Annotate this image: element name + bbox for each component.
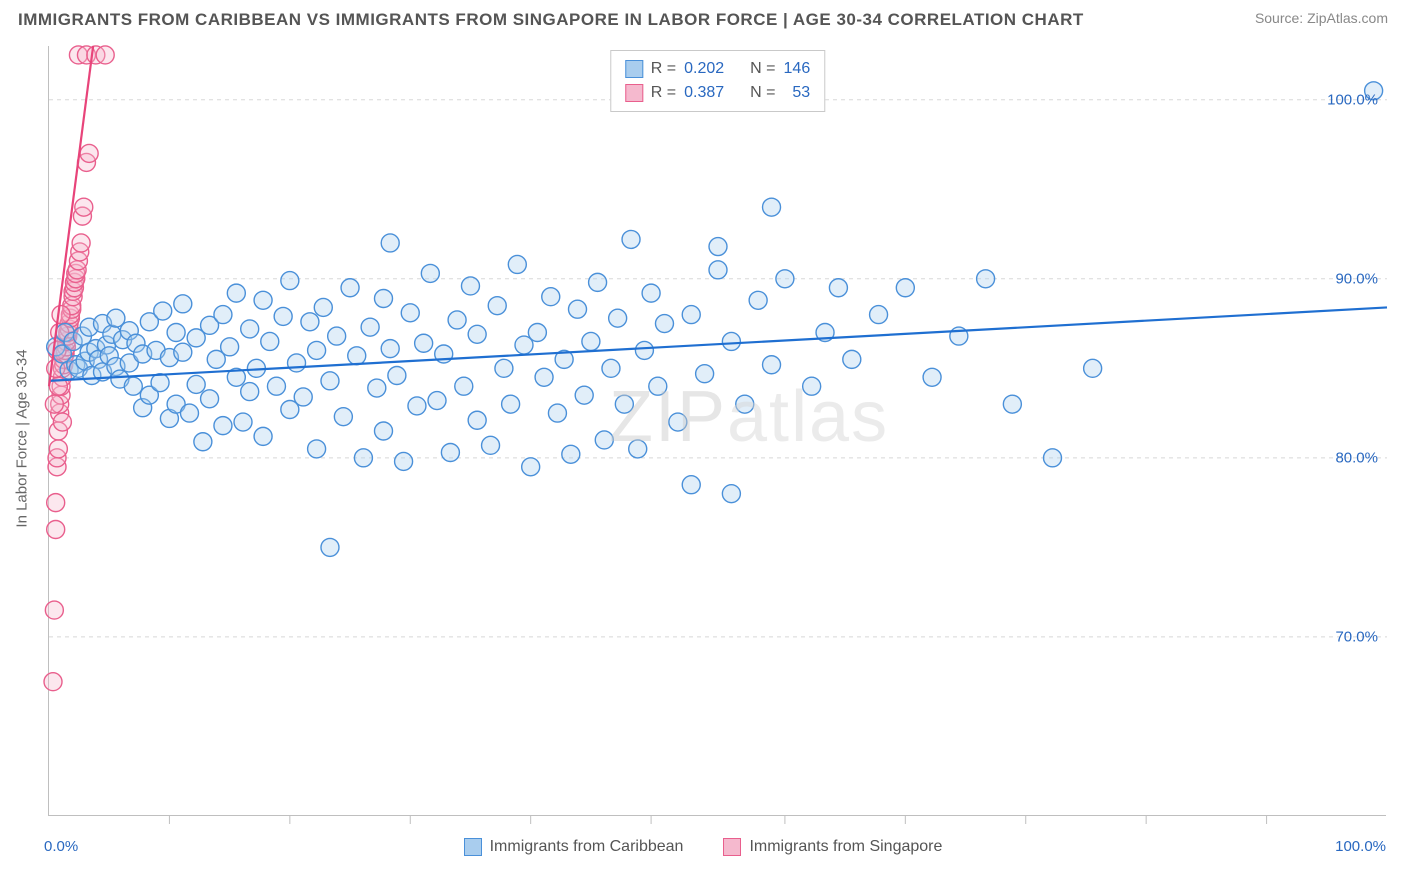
r-value-caribbean: 0.202 <box>684 57 724 81</box>
y-tick-label: 100.0% <box>1327 91 1378 108</box>
chart-plot-area: ZIPatlas R = 0.202 N = 146 R = 0.387 N =… <box>48 46 1386 816</box>
correlation-legend: R = 0.202 N = 146 R = 0.387 N = 53 <box>610 50 825 112</box>
legend-label-singapore: Immigrants from Singapore <box>749 838 942 856</box>
r-label: R = <box>651 81 676 105</box>
y-axis-label: In Labor Force | Age 30-34 <box>14 349 31 527</box>
r-label: R = <box>651 57 676 81</box>
y-tick-label: 80.0% <box>1335 449 1378 466</box>
n-value-caribbean: 146 <box>784 57 811 81</box>
y-tick-label: 90.0% <box>1335 270 1378 287</box>
source-label: Source: ZipAtlas.com <box>1255 10 1388 26</box>
chart-title: IMMIGRANTS FROM CARIBBEAN VS IMMIGRANTS … <box>18 10 1084 30</box>
swatch-singapore <box>723 838 741 856</box>
n-value-singapore: 53 <box>784 81 811 105</box>
swatch-singapore <box>625 84 643 102</box>
swatch-caribbean <box>625 60 643 78</box>
legend-label-caribbean: Immigrants from Caribbean <box>490 838 684 856</box>
scatter-plot-svg <box>49 46 1386 815</box>
series-legend: Immigrants from Caribbean Immigrants fro… <box>0 838 1406 856</box>
r-value-singapore: 0.387 <box>684 81 724 105</box>
n-label: N = <box>750 81 775 105</box>
n-label: N = <box>750 57 775 81</box>
y-tick-label: 70.0% <box>1335 628 1378 645</box>
swatch-caribbean <box>464 838 482 856</box>
